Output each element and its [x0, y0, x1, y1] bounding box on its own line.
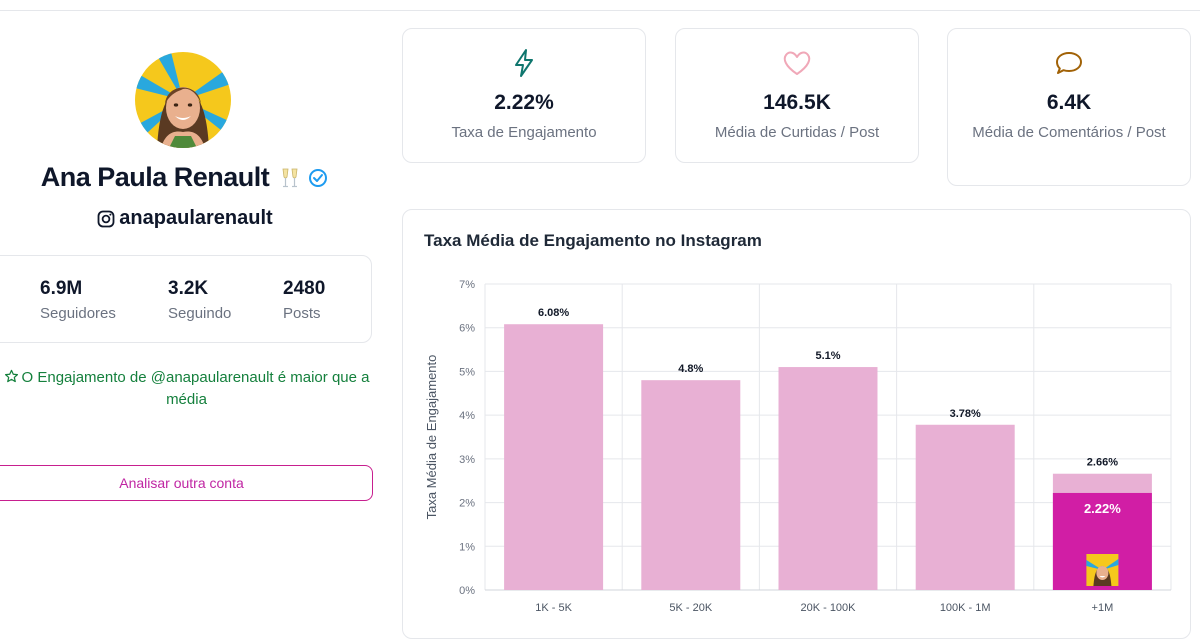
bar-value-label: 5.1%: [815, 350, 840, 362]
y-tick-label: 3%: [459, 454, 475, 466]
bar: [915, 424, 1015, 590]
profile-name: Ana Paula Renault: [40, 162, 270, 192]
metric-label: Média de Curtidas / Post: [714, 124, 880, 141]
star-icon: [4, 369, 18, 383]
profile-stats: 6.9M Seguidores 3.2K Seguindo 2480 Posts: [0, 255, 372, 343]
chart-title: Taxa Média de Engajamento no Instagram: [424, 231, 762, 250]
stat-label: Posts: [283, 305, 321, 322]
x-tick-label: 1K - 5K: [535, 602, 572, 614]
bar-value-label: 3.78%: [950, 408, 981, 420]
avg-comments-card: 6.4K Média de Comentários / Post: [947, 28, 1191, 186]
lightning-icon: [515, 49, 533, 77]
stat-label: Seguidores: [40, 305, 116, 322]
champagne-icon: [277, 165, 303, 191]
profile-handle-row: anapaularenault: [0, 207, 370, 230]
y-tick-label: 1%: [459, 541, 475, 553]
bar-value-label: 4.8%: [678, 363, 703, 375]
avg-likes-card: 146.5K Média de Curtidas / Post: [675, 28, 919, 163]
analyze-another-account-button[interactable]: Analisar outra conta: [0, 465, 373, 501]
engagement-chart-card: Taxa Média de Engajamento no Instagram 0…: [402, 209, 1191, 639]
bar: [641, 380, 741, 590]
instagram-icon: [97, 210, 115, 227]
stat-following: 3.2K Seguindo: [168, 278, 231, 322]
engagement-note-text: O Engajamento de @anapaularenault é maio…: [21, 369, 370, 408]
highlight-value-label: 2.22%: [1084, 501, 1121, 516]
y-tick-label: 0%: [459, 585, 475, 597]
stat-posts: 2480 Posts: [283, 278, 325, 322]
x-tick-label: 100K - 1M: [940, 602, 991, 614]
avatar: [135, 52, 231, 148]
metric-value: 146.5K: [763, 91, 831, 114]
stat-value: 3.2K: [168, 278, 209, 299]
y-tick-label: 6%: [459, 323, 475, 335]
y-axis-title: Taxa Média de Engajamento: [424, 355, 439, 520]
y-tick-label: 7%: [459, 279, 475, 291]
metric-label: Taxa de Engajamento: [451, 124, 597, 141]
metric-value: 2.22%: [494, 91, 554, 114]
bar: [778, 367, 878, 590]
profile-handle: anapaularenault: [119, 207, 273, 229]
metric-value: 6.4K: [1046, 91, 1092, 114]
bar: [504, 324, 604, 590]
engagement-bar-chart: 0% 1% 2% 3% 4% 5% 6% 7% 6.08% 1K - 5K 4.8% 5K - 20K…: [424, 279, 1172, 614]
y-tick-label: 2%: [459, 498, 475, 510]
top-divider: [0, 10, 1200, 11]
highlight-avatar-icon: [1086, 554, 1119, 586]
x-tick-label: 20K - 100K: [800, 602, 856, 614]
bar-value-label: 6.08%: [538, 307, 569, 319]
y-tick-label: 5%: [459, 366, 475, 378]
stat-label: Seguindo: [168, 305, 232, 322]
comment-icon: [1056, 52, 1082, 74]
metric-label: Média de Comentários / Post: [972, 124, 1166, 141]
bar-value-label: 2.66%: [1087, 457, 1118, 469]
engagement-note: O Engajamento de @anapaularenault é maio…: [0, 367, 379, 411]
stat-value: 2480: [283, 278, 326, 299]
verified-badge-icon: [307, 167, 329, 189]
stat-value: 6.9M: [40, 278, 83, 299]
engagement-rate-card: 2.22% Taxa de Engajamento: [402, 28, 646, 163]
y-tick-label: 4%: [459, 410, 475, 422]
heart-icon: [783, 51, 811, 75]
x-tick-label: 5K - 20K: [669, 602, 712, 614]
x-tick-label: +1M: [1092, 602, 1114, 614]
stat-followers: 6.9M Seguidores: [40, 278, 116, 322]
profile-name-row: Ana Paula Renault: [0, 162, 370, 193]
